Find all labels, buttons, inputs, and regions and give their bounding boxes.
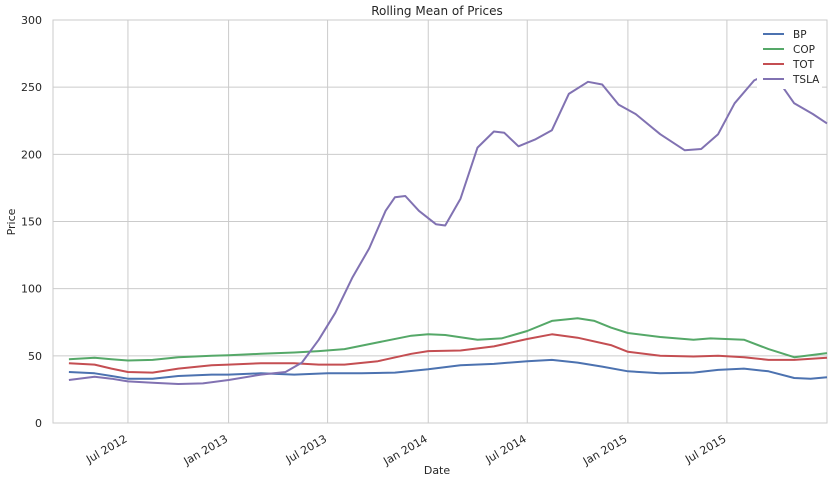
series-line-tot (68, 333, 828, 374)
x-tick-label: Jan 2015 (580, 432, 629, 468)
plot-border (52, 19, 828, 424)
series-lines (68, 74, 828, 385)
y-tick-label: 250 (21, 81, 42, 94)
x-axis-ticks: Jul 2012 Jan 2013 Jul 2013 Jan 2014 Jul 2014… (83, 432, 728, 468)
series-line-bp (68, 358, 828, 380)
grid (52, 19, 828, 424)
x-tick-label: Jul 2014 (483, 432, 529, 466)
y-tick-label: 50 (28, 350, 42, 363)
series-line-tsla (68, 74, 828, 385)
y-axis-label: Price (5, 208, 18, 235)
x-tick-label: Jan 2013 (181, 432, 230, 468)
legend-label: COP (793, 44, 815, 56)
x-tick-label: Jul 2015 (682, 432, 728, 466)
y-tick-label: 200 (21, 148, 42, 161)
x-tick-label: Jul 2013 (283, 432, 329, 466)
legend: BP COP TOT TSLA (757, 25, 822, 89)
x-axis-label: Date (424, 464, 451, 477)
y-tick-label: 150 (21, 216, 42, 229)
x-tick-label: Jan 2014 (380, 432, 429, 468)
series-line-cop (68, 317, 828, 362)
legend-label: TSLA (792, 74, 820, 86)
x-tick-label: Jul 2012 (83, 432, 129, 466)
chart-title: Rolling Mean of Prices (371, 4, 503, 18)
y-axis-ticks: 0 50 100 150 200 250 300 (21, 14, 42, 430)
legend-label: BP (793, 29, 807, 41)
y-tick-label: 300 (21, 14, 42, 27)
y-tick-label: 0 (35, 417, 42, 430)
legend-label: TOT (792, 59, 815, 71)
y-tick-label: 100 (21, 283, 42, 296)
